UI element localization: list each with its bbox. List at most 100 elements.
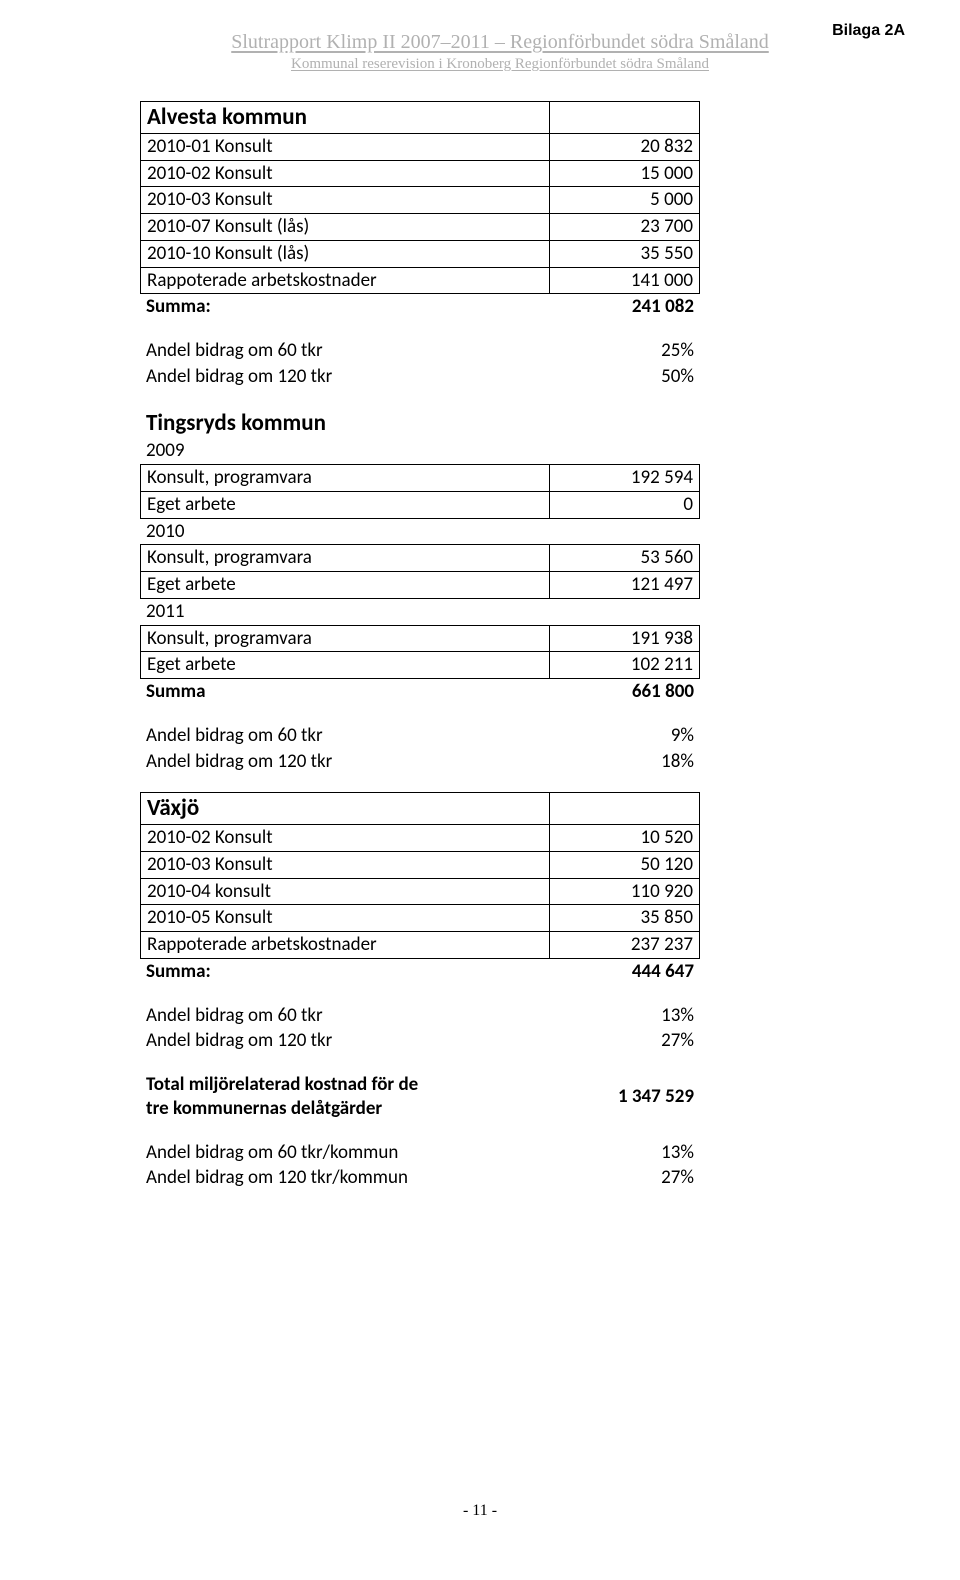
cell: 102 211 — [550, 652, 700, 679]
appendix-label: Bilaga 2A — [832, 22, 905, 40]
cell: 2010-01 Konsult — [141, 133, 550, 160]
table-row: Växjö — [141, 793, 700, 825]
table-row: Andel bidrag om 60 tkr13% — [140, 1003, 700, 1029]
table-row: Summa661 800 — [140, 679, 700, 705]
cell: Andel bidrag om 60 tkr — [140, 338, 550, 364]
summa-value: 241 082 — [550, 294, 700, 320]
cell: 35 850 — [550, 905, 700, 932]
table-row: 2010-10 Konsult (lås)35 550 — [141, 240, 700, 267]
table-row: Andel bidrag om 120 tkr18% — [140, 749, 700, 775]
cell: 20 832 — [550, 133, 700, 160]
table-row: Andel bidrag om 120 tkr27% — [140, 1028, 700, 1054]
table-row: Eget arbete121 497 — [141, 572, 700, 599]
content: Alvesta kommun 2010-01 Konsult20 832 201… — [140, 101, 860, 1191]
cell: 2010-03 Konsult — [141, 187, 550, 214]
andel-table: Andel bidrag om 60 tkr13% Andel bidrag o… — [140, 1003, 700, 1055]
table-row: 2010-03 Konsult50 120 — [141, 851, 700, 878]
section-vaxjo: Växjö 2010-02 Konsult10 520 2010-03 Kons… — [140, 792, 860, 984]
cell: 2010-07 Konsult (lås) — [141, 214, 550, 241]
table-row: Alvesta kommun — [141, 102, 700, 134]
page: Bilaga 2A Slutrapport Klimp II 2007–2011… — [0, 0, 960, 1580]
table-row: 2010-01 Konsult20 832 — [141, 133, 700, 160]
year-label: 2009 — [140, 438, 860, 464]
total-andel: Andel bidrag om 60 tkr/kommun13% Andel b… — [140, 1140, 860, 1192]
section-title: Tingsryds kommun — [140, 408, 860, 439]
tingsryd-andel: Andel bidrag om 60 tkr9% Andel bidrag om… — [140, 723, 860, 775]
vaxjo-table: Växjö 2010-02 Konsult10 520 2010-03 Kons… — [140, 792, 700, 959]
cell: 2010-10 Konsult (lås) — [141, 240, 550, 267]
total-label-line2: tre kommunernas delåtgärder — [146, 1097, 382, 1120]
header-title: Slutrapport Klimp II 2007–2011 – Regionf… — [140, 30, 860, 54]
total-table: Total miljörelaterad kostnad för de tre … — [140, 1072, 700, 1122]
cell: 27% — [550, 1165, 700, 1191]
cell: Konsult, programvara — [141, 545, 550, 572]
table-row: 2010-03 Konsult5 000 — [141, 187, 700, 214]
cell: Andel bidrag om 60 tkr — [140, 723, 550, 749]
vaxjo-summa: Summa:444 647 — [140, 959, 700, 985]
tingsryd-summa: Summa661 800 — [140, 679, 700, 705]
cell: 18% — [550, 749, 700, 775]
andel-table: Andel bidrag om 60 tkr9% Andel bidrag om… — [140, 723, 700, 775]
section-total: Total miljörelaterad kostnad för de tre … — [140, 1072, 860, 1122]
header-subtitle: Kommunal reserevision i Kronoberg Region… — [140, 56, 860, 73]
summa-label: Summa — [140, 679, 550, 705]
cell: 9% — [550, 723, 700, 749]
summa-label: Summa: — [140, 294, 550, 320]
table-row: 2010-04 konsult110 920 — [141, 878, 700, 905]
table-row: Konsult, programvara53 560 — [141, 545, 700, 572]
section-alvesta: Alvesta kommun 2010-01 Konsult20 832 201… — [140, 101, 860, 320]
cell: Andel bidrag om 120 tkr — [140, 364, 550, 390]
summa-label: Summa: — [140, 959, 550, 985]
tingsryd-2010-table: Konsult, programvara53 560 Eget arbete12… — [140, 544, 700, 599]
cell: Rappoterade arbetskostnader — [141, 267, 550, 294]
cell: 5 000 — [550, 187, 700, 214]
cell: 50% — [550, 364, 700, 390]
tingsryd-2011-table: Konsult, programvara191 938 Eget arbete1… — [140, 625, 700, 680]
cell — [550, 102, 700, 134]
table-row: Rappoterade arbetskostnader141 000 — [141, 267, 700, 294]
cell: Andel bidrag om 60 tkr/kommun — [140, 1140, 550, 1166]
cell: Eget arbete — [141, 652, 550, 679]
cell: 191 938 — [550, 625, 700, 652]
table-row: Andel bidrag om 60 tkr/kommun13% — [140, 1140, 700, 1166]
alvesta-andel: Andel bidrag om 60 tkr25% Andel bidrag o… — [140, 338, 860, 390]
table-row: Andel bidrag om 120 tkr50% — [140, 364, 700, 390]
cell: Rappoterade arbetskostnader — [141, 932, 550, 959]
alvesta-summa: Summa:241 082 — [140, 294, 700, 320]
cell: 2010-05 Konsult — [141, 905, 550, 932]
table-row: Andel bidrag om 60 tkr25% — [140, 338, 700, 364]
page-header: Slutrapport Klimp II 2007–2011 – Regionf… — [140, 30, 860, 73]
cell: 2010-02 Konsult — [141, 160, 550, 187]
summa-value: 661 800 — [550, 679, 700, 705]
cell: 0 — [550, 491, 700, 518]
summa-value: 444 647 — [550, 959, 700, 985]
cell: 110 920 — [550, 878, 700, 905]
cell: 237 237 — [550, 932, 700, 959]
andel-table: Andel bidrag om 60 tkr/kommun13% Andel b… — [140, 1140, 700, 1192]
table-row: Konsult, programvara192 594 — [141, 465, 700, 492]
cell: Andel bidrag om 120 tkr — [140, 749, 550, 775]
table-row: 2010-02 Konsult10 520 — [141, 825, 700, 852]
section-tingsryd: Tingsryds kommun 2009 Konsult, programva… — [140, 408, 860, 705]
cell: 25% — [550, 338, 700, 364]
cell: 27% — [550, 1028, 700, 1054]
cell: 50 120 — [550, 851, 700, 878]
cell: Eget arbete — [141, 572, 550, 599]
cell: 35 550 — [550, 240, 700, 267]
cell: Andel bidrag om 60 tkr — [140, 1003, 550, 1029]
section-title: Alvesta kommun — [141, 102, 550, 134]
cell: 2010-03 Konsult — [141, 851, 550, 878]
total-label-line1: Total miljörelaterad kostnad för de — [146, 1073, 418, 1096]
page-number: - 11 - — [0, 1502, 960, 1520]
table-row: 2010-07 Konsult (lås)23 700 — [141, 214, 700, 241]
cell: 10 520 — [550, 825, 700, 852]
year-label: 2011 — [140, 599, 860, 625]
table-row: 2010-02 Konsult15 000 — [141, 160, 700, 187]
cell: 121 497 — [550, 572, 700, 599]
cell: Andel bidrag om 120 tkr — [140, 1028, 550, 1054]
cell: 192 594 — [550, 465, 700, 492]
alvesta-table: Alvesta kommun 2010-01 Konsult20 832 201… — [140, 101, 700, 294]
table-row: Konsult, programvara191 938 — [141, 625, 700, 652]
table-row: Andel bidrag om 60 tkr9% — [140, 723, 700, 749]
cell: 13% — [550, 1003, 700, 1029]
